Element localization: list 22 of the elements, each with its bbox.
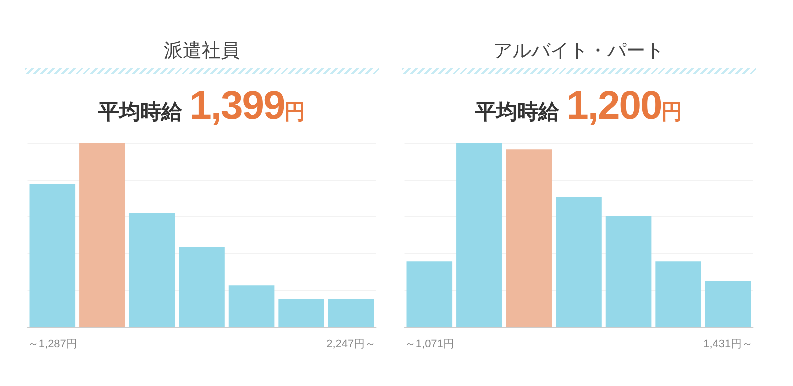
bar — [406, 262, 453, 327]
bar — [179, 247, 225, 327]
bar — [80, 143, 126, 327]
bar — [278, 299, 324, 327]
chart-title: 派遣社員 — [163, 39, 241, 64]
bar — [328, 299, 374, 327]
chart-title: アルバイト・パート — [492, 39, 666, 64]
bar — [228, 286, 275, 327]
x-tick-label: ～1,071円 — [404, 338, 454, 350]
bar — [506, 150, 552, 327]
chart-subtitle: 平均時給 1,399円 — [98, 84, 306, 128]
x-tick-label: 2,247円～ — [326, 338, 376, 350]
bar — [30, 184, 76, 327]
bar — [705, 282, 752, 327]
bar — [606, 216, 652, 327]
bar — [656, 262, 702, 327]
x-tick-label: 1,431円～ — [704, 338, 754, 350]
x-tick-label: ～1,287円 — [28, 338, 78, 350]
chart-subtitle: 平均時給 1,200円 — [475, 84, 683, 128]
bar — [129, 213, 176, 327]
bar — [456, 143, 502, 327]
bar — [556, 197, 602, 327]
